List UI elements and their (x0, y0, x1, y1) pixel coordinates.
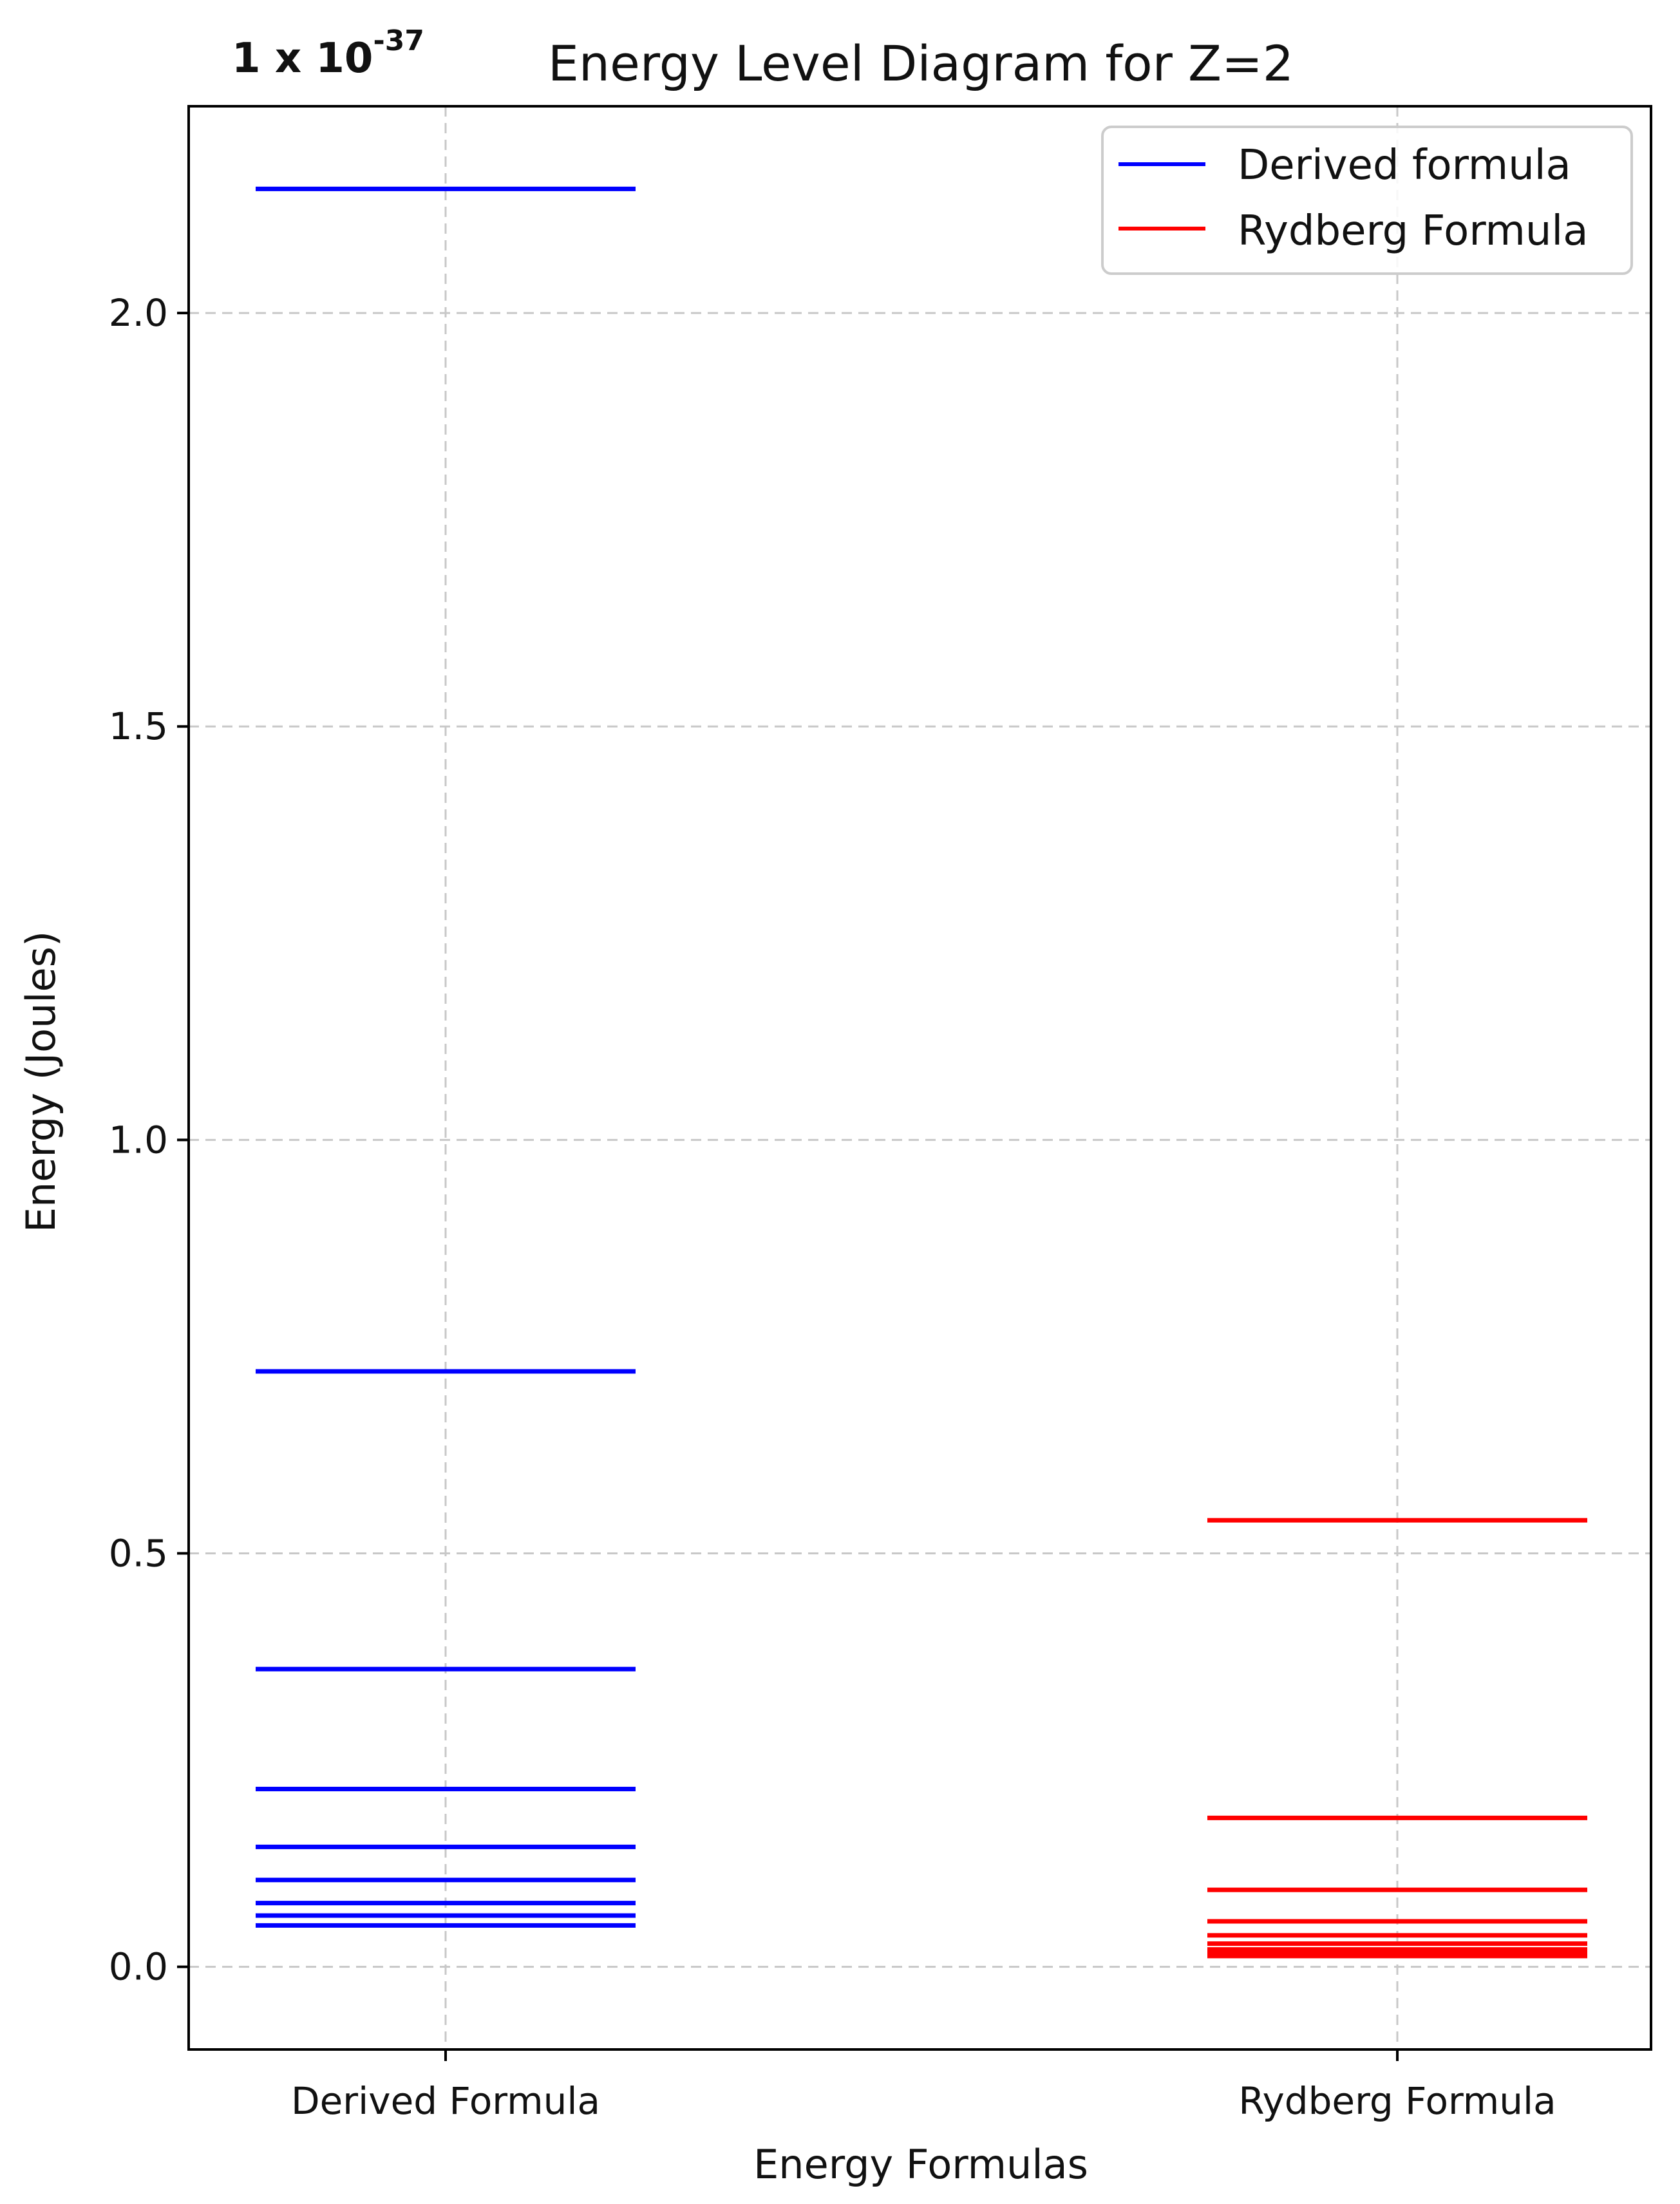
y-tick-label: 0.0 (109, 1945, 168, 1989)
y-axis-label: Energy (Joules) (17, 931, 64, 1232)
y-tick-label: 2.0 (109, 291, 168, 335)
scale-factor-exponent: -37 (373, 24, 424, 57)
legend-label-rydberg: Rydberg Formula (1238, 207, 1588, 255)
plot-frame (187, 105, 1652, 2051)
x-tick-label: Rydberg Formula (1238, 2079, 1556, 2123)
x-tick-label: Derived Formula (291, 2079, 600, 2123)
legend: Derived formula Rydberg Formula (1101, 126, 1633, 275)
chart-title: Energy Level Diagram for Z=2 (548, 35, 1294, 92)
scale-factor-prefix: 1 x 10 (232, 35, 373, 82)
y-tick-label: 0.5 (109, 1531, 168, 1575)
y-tick-label: 1.5 (109, 704, 168, 748)
grid-layer (189, 106, 1651, 2049)
scale-factor-label: 1 x 10-37 (232, 24, 424, 82)
axis-ticks: 0.0 0.5 1.0 1.5 2.0 Derived Formula Rydberg Fo… (109, 291, 1556, 2123)
legend-label-derived: Derived formula (1238, 142, 1571, 189)
x-axis-label: Energy Formulas (753, 2141, 1088, 2188)
energy-levels (256, 186, 1587, 1959)
y-tick-label: 1.0 (109, 1118, 168, 1162)
legend-box (1101, 126, 1633, 275)
